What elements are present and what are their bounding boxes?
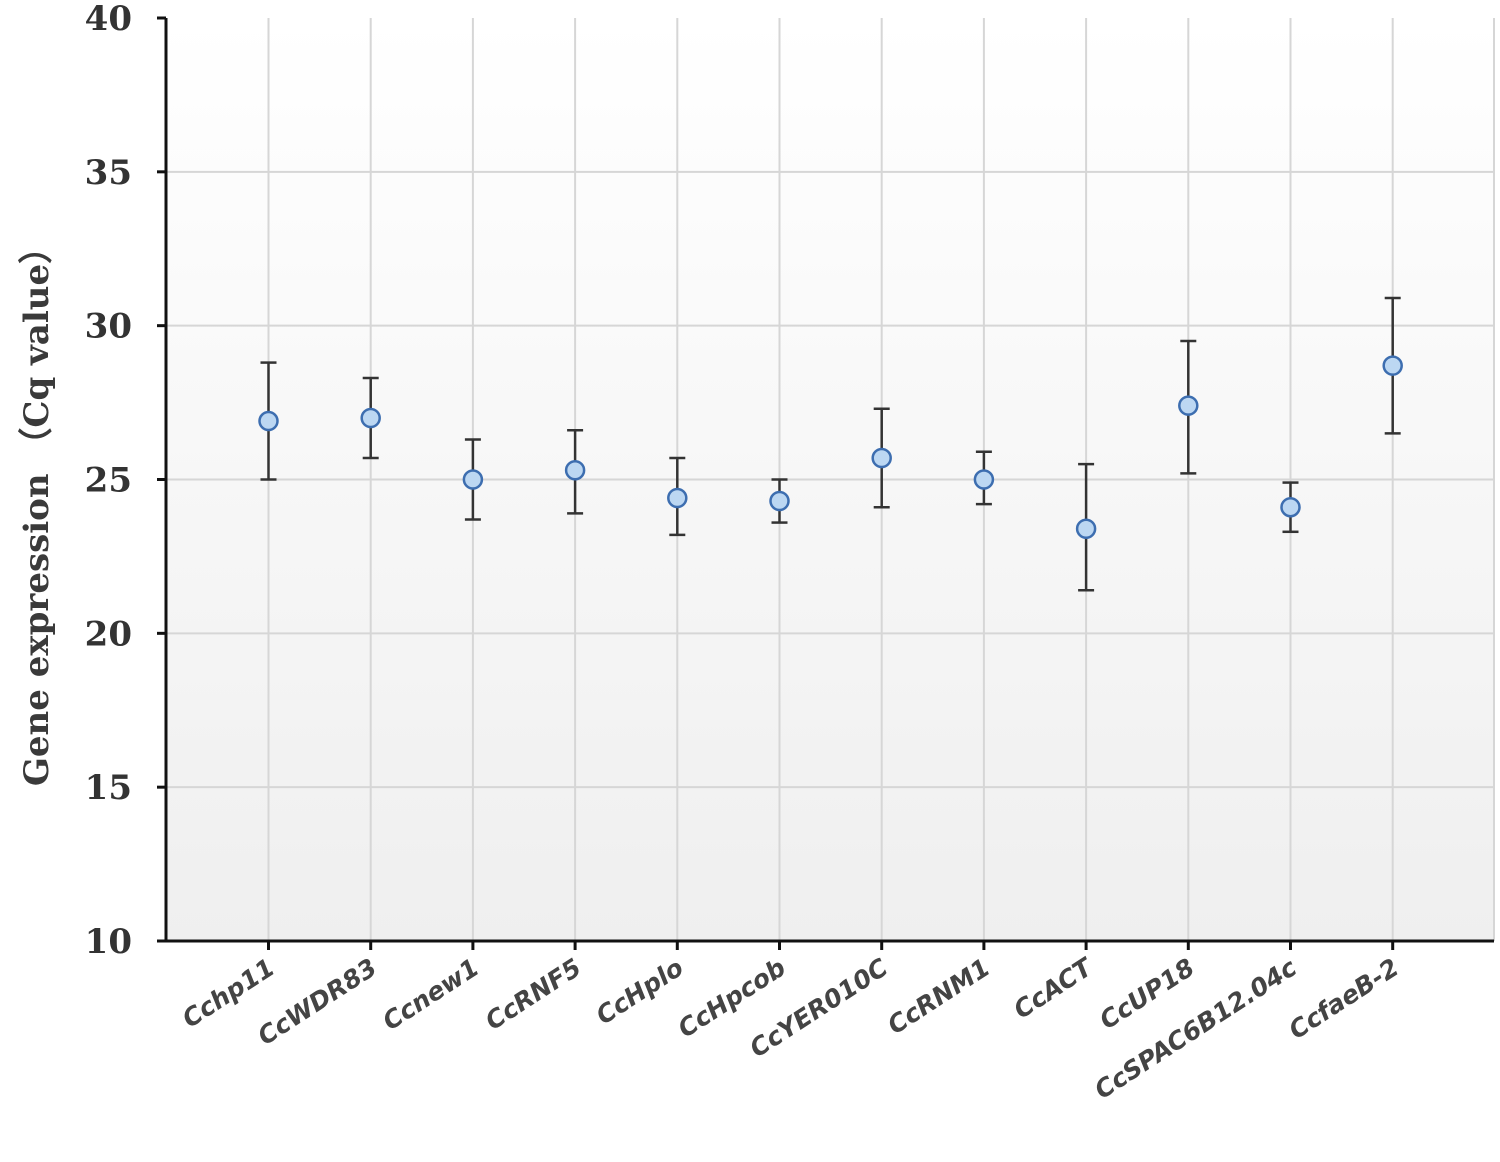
data-point — [1075, 518, 1097, 539]
data-point — [667, 487, 688, 509]
data-point — [1280, 496, 1301, 518]
data-point — [564, 460, 586, 481]
data-points — [258, 355, 1403, 539]
data-point — [973, 469, 995, 490]
x-tick-label: CcfaeB-2 — [1284, 953, 1404, 1045]
y-tick-label: 15 — [85, 768, 132, 808]
data-point — [871, 447, 892, 469]
data-point — [1178, 395, 1199, 416]
x-tick-label: Ccnew1 — [377, 953, 484, 1036]
x-tick-label: CcACT — [1008, 952, 1099, 1025]
y-tick-label: 10 — [85, 922, 132, 962]
x-tick-label: CcRNM1 — [882, 953, 995, 1040]
y-tick-labels: 10 15 20 25 30 35 40 — [85, 0, 132, 962]
y-tick-label: 25 — [85, 461, 132, 501]
data-point — [769, 490, 790, 512]
y-tick-label: 20 — [85, 614, 132, 654]
data-point — [360, 407, 381, 429]
y-tick-label: 30 — [85, 307, 132, 347]
y-axis-label: Gene expression （Cq value） — [17, 230, 57, 786]
data-point — [258, 410, 279, 432]
axes — [157, 16, 1494, 950]
y-tick-label: 40 — [85, 0, 132, 39]
y-tick-label: 35 — [85, 153, 132, 193]
x-tick-label: CcRNF5 — [480, 953, 586, 1036]
data-point — [1382, 355, 1403, 376]
data-point — [462, 469, 484, 490]
